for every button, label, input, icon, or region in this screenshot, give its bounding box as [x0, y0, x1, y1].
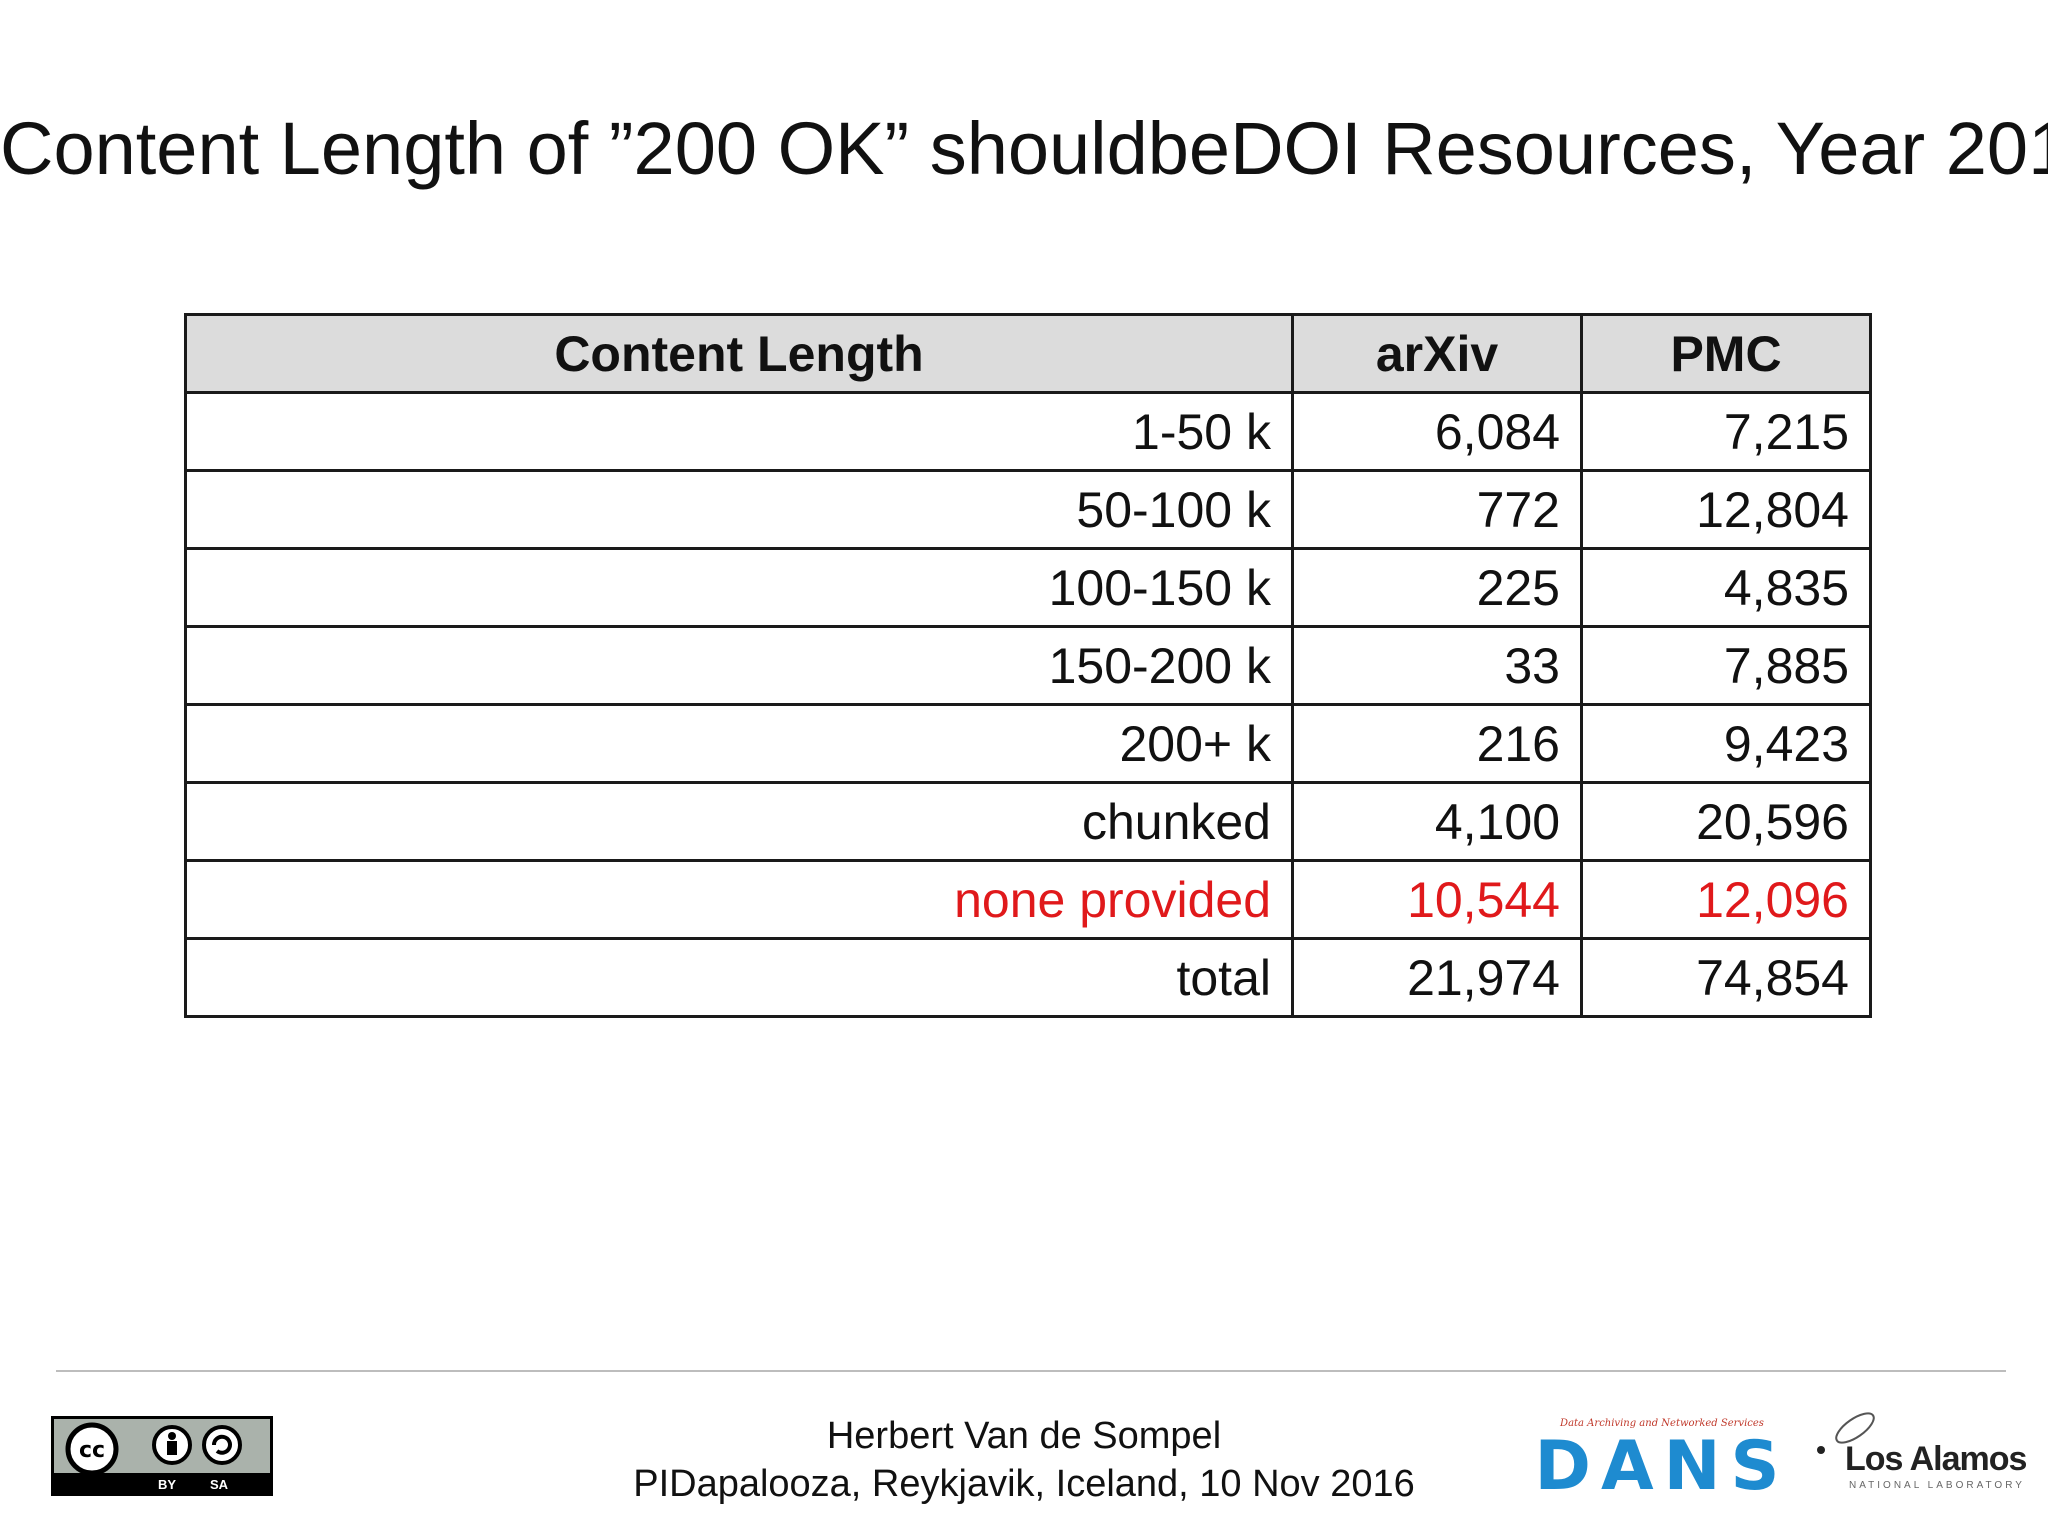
table-row: chunked 4,100 20,596: [184, 781, 1872, 862]
lanl-subtitle: NATIONAL LABORATORY: [1849, 1480, 2025, 1491]
footer-divider: [56, 1370, 2006, 1372]
cc-by-sa-icon: cc BY SA: [51, 1416, 273, 1496]
arxiv-value: 4,100: [1291, 781, 1583, 862]
header-pmc: PMC: [1580, 313, 1872, 394]
row-label: 100-150 k: [184, 547, 1294, 628]
pmc-value: 12,096: [1580, 859, 1872, 940]
row-label: chunked: [184, 781, 1294, 862]
table-row: 150-200 k 33 7,885: [184, 625, 1872, 706]
table-row: 50-100 k 772 12,804: [184, 469, 1872, 550]
row-label: 50-100 k: [184, 469, 1294, 550]
table-row: 200+ k 216 9,423: [184, 703, 1872, 784]
dans-tagline: Data Archiving and Networked Services: [1560, 1418, 1764, 1429]
arxiv-value: 10,544: [1291, 859, 1583, 940]
row-label: 200+ k: [184, 703, 1294, 784]
dans-logo: Data Archiving and Networked Services DA…: [1532, 1418, 1792, 1508]
svg-text:cc: cc: [79, 1438, 105, 1463]
header-arxiv: arXiv: [1291, 313, 1583, 394]
arxiv-value: 772: [1291, 469, 1583, 550]
row-label: 1-50 k: [184, 391, 1294, 472]
arxiv-value: 6,084: [1291, 391, 1583, 472]
atom-icon: [1817, 1412, 1875, 1454]
arxiv-value: 21,974: [1291, 937, 1583, 1018]
footer-author: Herbert Van de Sompel: [826, 1415, 1222, 1457]
pmc-value: 12,804: [1580, 469, 1872, 550]
arxiv-value: 216: [1291, 703, 1583, 784]
pmc-value: 74,854: [1580, 937, 1872, 1018]
pmc-value: 9,423: [1580, 703, 1872, 784]
table-row-total: total 21,974 74,854: [184, 937, 1872, 1018]
lanl-name: Los Alamos: [1845, 1440, 2027, 1478]
arxiv-value: 33: [1291, 625, 1583, 706]
los-alamos-logo: Los Alamos NATIONAL LABORATORY: [1805, 1400, 2035, 1500]
content-length-table: Content Length arXiv PMC 1-50 k 6,084 7,…: [184, 313, 1872, 1018]
table-row: 100-150 k 225 4,835: [184, 547, 1872, 628]
arxiv-value: 225: [1291, 547, 1583, 628]
pmc-value: 4,835: [1580, 547, 1872, 628]
footer-event: PIDapalooza, Reykjavik, Iceland, 10 Nov …: [633, 1463, 1415, 1505]
pmc-value: 20,596: [1580, 781, 1872, 862]
cc-sa-label: SA: [210, 1477, 229, 1492]
row-label: total: [184, 937, 1294, 1018]
table-row: 1-50 k 6,084 7,215: [184, 391, 1872, 472]
pmc-value: 7,885: [1580, 625, 1872, 706]
slide-title: Content Length of ”200 OK” shouldbeDOI R…: [0, 107, 2048, 190]
table-row-highlighted: none provided 10,544 12,096: [184, 859, 1872, 940]
header-content-length: Content Length: [184, 313, 1294, 394]
table-header-row: Content Length arXiv PMC: [184, 313, 1872, 394]
row-label: none provided: [184, 859, 1294, 940]
row-label: 150-200 k: [184, 625, 1294, 706]
pmc-value: 7,215: [1580, 391, 1872, 472]
dans-wordmark: DANS: [1534, 1427, 1790, 1506]
footer-credits: Herbert Van de Sompel PIDapalooza, Reykj…: [0, 1412, 2048, 1508]
cc-by-label: BY: [158, 1477, 177, 1492]
